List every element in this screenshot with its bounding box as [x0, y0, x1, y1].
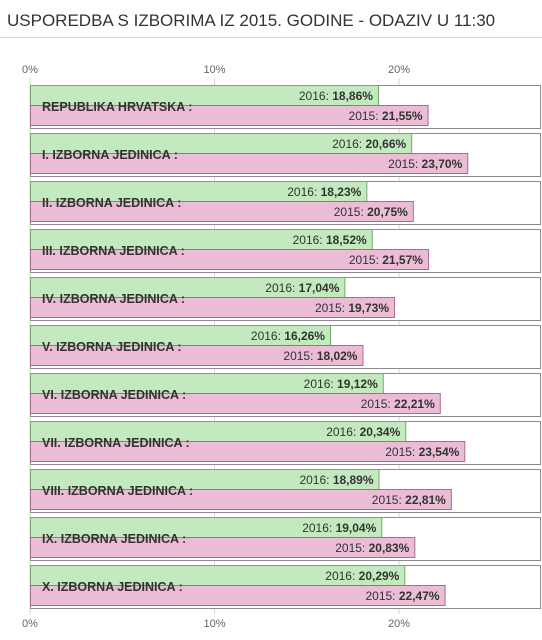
series-name: 2016:	[302, 521, 335, 535]
series-name: 2015:	[349, 253, 382, 267]
value: 19,12%	[337, 377, 378, 391]
value: 23,54%	[419, 445, 460, 459]
series-name: 2015:	[372, 493, 405, 507]
row-label: VIII. IZBORNA JEDINICA :	[42, 484, 193, 498]
value: 20,75%	[367, 205, 408, 219]
value-label-2016: 2016: 19,04%	[302, 521, 376, 535]
tick-label-top: 10%	[203, 64, 225, 76]
value: 19,73%	[348, 301, 389, 315]
value: 18,02%	[317, 349, 358, 363]
bar-2015	[30, 105, 429, 126]
series-name: 2015:	[361, 397, 394, 411]
series-name: 2015:	[388, 157, 421, 171]
value-label-2016: 2016: 18,23%	[287, 185, 361, 199]
row-label: IV. IZBORNA JEDINICA :	[42, 292, 185, 306]
row-label: V. IZBORNA JEDINICA :	[42, 340, 182, 354]
value-label-2016: 2016: 20,34%	[326, 425, 400, 439]
row-label: III. IZBORNA JEDINICA :	[42, 244, 185, 258]
series-name: 2015:	[365, 589, 398, 603]
value: 18,89%	[333, 473, 374, 487]
value-label-2015: 2015: 22,21%	[361, 397, 435, 411]
value: 19,04%	[336, 521, 377, 535]
series-name: 2016:	[287, 185, 320, 199]
value-label-2015: 2015: 20,75%	[334, 205, 408, 219]
series-name: 2016:	[251, 329, 284, 343]
row-label: REPUBLIKA HRVATSKA :	[42, 100, 192, 114]
value: 18,86%	[332, 89, 373, 103]
tick-label-bottom: 20%	[388, 618, 410, 630]
value-label-2016: 2016: 18,89%	[299, 473, 373, 487]
value: 22,81%	[405, 493, 446, 507]
tick-label-top: 20%	[388, 64, 410, 76]
series-name: 2016:	[265, 281, 298, 295]
bar-2015	[30, 585, 446, 606]
row-label: VI. IZBORNA JEDINICA :	[42, 388, 186, 402]
title-divider	[0, 37, 542, 38]
series-name: 2016:	[326, 425, 359, 439]
series-name: 2016:	[325, 569, 358, 583]
value-label-2016: 2016: 20,66%	[332, 137, 406, 151]
tick-label-bottom: 0%	[22, 618, 38, 630]
value: 23,70%	[422, 157, 463, 171]
value-label-2016: 2016: 16,26%	[251, 329, 325, 343]
value: 20,66%	[365, 137, 406, 151]
series-name: 2015:	[385, 445, 418, 459]
series-name: 2015:	[334, 205, 367, 219]
value-label-2016: 2016: 18,86%	[299, 89, 373, 103]
value: 18,23%	[321, 185, 362, 199]
row-label: II. IZBORNA JEDINICA :	[42, 196, 181, 210]
bar-2015	[30, 249, 429, 270]
value-label-2015: 2015: 22,47%	[365, 589, 439, 603]
value: 22,47%	[399, 589, 440, 603]
value-label-2016: 2016: 18,52%	[293, 233, 367, 247]
row-label: I. IZBORNA JEDINICA :	[42, 148, 178, 162]
series-name: 2015:	[335, 541, 368, 555]
value: 20,29%	[359, 569, 400, 583]
bar-2015	[30, 153, 469, 174]
chart-title: USPOREDBA S IZBORIMA IZ 2015. GODINE - O…	[7, 11, 496, 30]
bar-2015	[30, 441, 466, 462]
value-label-2015: 2015: 22,81%	[372, 493, 446, 507]
value: 21,55%	[382, 109, 423, 123]
value-label-2015: 2015: 23,54%	[385, 445, 459, 459]
bar-2015	[30, 201, 414, 222]
bar-2015	[30, 537, 416, 558]
value: 22,21%	[394, 397, 435, 411]
series-name: 2016:	[293, 233, 326, 247]
bar-2015	[30, 393, 441, 414]
value-label-2015: 2015: 21,57%	[349, 253, 423, 267]
row-label: X. IZBORNA JEDINICA :	[42, 580, 183, 594]
value-label-2015: 2015: 20,83%	[335, 541, 409, 555]
series-name: 2015:	[283, 349, 316, 363]
value: 21,57%	[382, 253, 423, 267]
series-name: 2016:	[304, 377, 337, 391]
value-label-2016: 2016: 17,04%	[265, 281, 339, 295]
series-name: 2016:	[299, 89, 332, 103]
value: 16,26%	[284, 329, 325, 343]
series-name: 2015:	[349, 109, 382, 123]
bar-2015	[30, 345, 364, 366]
value-label-2015: 2015: 19,73%	[315, 301, 389, 315]
value-label-2015: 2015: 21,55%	[349, 109, 423, 123]
row-label: VII. IZBORNA JEDINICA :	[42, 436, 190, 450]
series-name: 2016:	[299, 473, 332, 487]
value: 18,52%	[326, 233, 367, 247]
tick-label-top: 0%	[22, 64, 38, 76]
value-label-2016: 2016: 20,29%	[325, 569, 399, 583]
bar-2015	[30, 297, 396, 318]
series-name: 2016:	[332, 137, 365, 151]
series-name: 2015:	[315, 301, 348, 315]
value-label-2015: 2015: 23,70%	[388, 157, 462, 171]
value: 20,83%	[369, 541, 410, 555]
value: 17,04%	[299, 281, 340, 295]
row-label: IX. IZBORNA JEDINICA :	[42, 532, 186, 546]
bar-2015	[30, 489, 452, 510]
value-label-2016: 2016: 19,12%	[304, 377, 378, 391]
value: 20,34%	[360, 425, 401, 439]
tick-label-bottom: 10%	[203, 618, 225, 630]
value-label-2015: 2015: 18,02%	[283, 349, 357, 363]
